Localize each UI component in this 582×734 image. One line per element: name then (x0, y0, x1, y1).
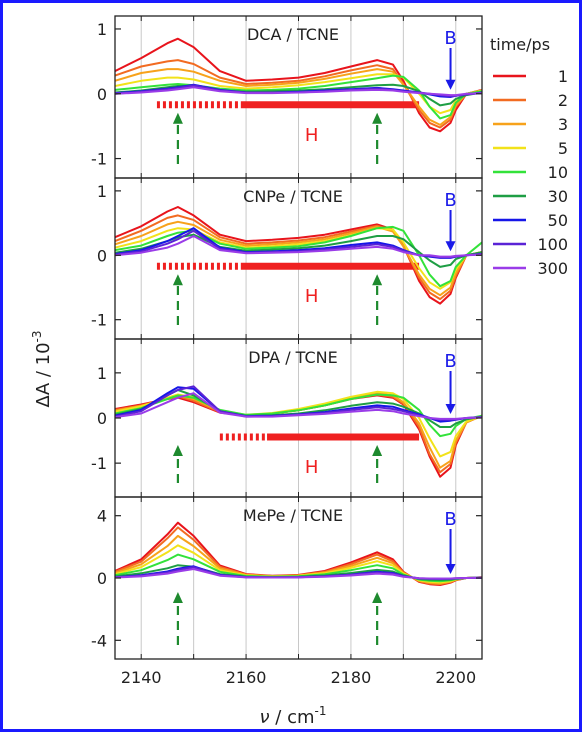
y-tick-label: -1 (91, 150, 107, 169)
panel-title: DCA / TCNE (247, 25, 339, 44)
green-arrow-head (172, 592, 183, 603)
y-tick-label: -4 (91, 631, 107, 650)
y-tick-label: -1 (91, 311, 107, 330)
y-tick-label: 0 (97, 569, 107, 588)
b-label: B (444, 190, 456, 211)
legend-label-1ps: 1 (558, 67, 568, 86)
panel-border (114, 496, 483, 660)
legend-group: time/ps 1 2 3 5 10 30 50 100 300 (490, 35, 568, 278)
y-tick-label: 1 (97, 20, 107, 39)
x-label-var: ν (260, 707, 270, 728)
panel-plot-area (115, 521, 482, 586)
b-arrow-head (445, 404, 456, 414)
x-axis-label: ν / cm-1 (260, 704, 327, 728)
x-tick-label: 2140 (121, 668, 162, 687)
green-arrow-head (372, 274, 383, 286)
green-arrow-head (372, 592, 383, 603)
legend-label-100ps: 100 (537, 235, 568, 254)
green-arrow-head (172, 112, 183, 124)
panel-title: CNPe / TCNE (243, 187, 343, 206)
y-axis-label: ΔA / 10-3 (30, 330, 54, 407)
series-line-300ps (115, 86, 482, 97)
x-label-exp: -1 (315, 704, 327, 718)
h-label: H (305, 286, 319, 307)
series-line-3ps (115, 68, 482, 126)
y-label-exp: -3 (30, 330, 44, 342)
series-line-300ps (115, 568, 482, 580)
series-line-1ps (115, 206, 482, 305)
b-arrow-head (445, 241, 456, 252)
panel-plot-area (115, 37, 482, 133)
h-label: H (305, 125, 319, 146)
legend-title: time/ps (490, 35, 550, 54)
series-line-10ps (115, 74, 482, 120)
b-arrow-head (445, 79, 456, 90)
y-tick-label: 0 (97, 246, 107, 265)
series-line-5ps (115, 73, 482, 115)
green-arrow-head (372, 444, 383, 456)
y-tick-label: 1 (97, 182, 107, 201)
series-line-2ps (115, 214, 482, 301)
series-line-300ps (115, 392, 482, 420)
y-tick-label: 0 (97, 85, 107, 104)
series-line-30ps (115, 389, 482, 428)
series-line-300ps (115, 235, 482, 258)
y-label-main: ΔA / 10 (33, 342, 54, 407)
b-label: B (444, 509, 456, 530)
x-label-unit: / cm (270, 707, 315, 728)
chart-svg: H B DCA / TCNE -1 0 1 H B CNPe / TCNE -1 0 1 H B DPA /… (30, 15, 568, 728)
panel-4: B MePe / TCNE -4 0 4 (91, 496, 483, 660)
x-tick-label: 2160 (226, 668, 267, 687)
y-tick-label: 1 (97, 364, 107, 383)
legend-label-2ps: 2 (558, 91, 568, 110)
y-tick-label: 4 (97, 507, 107, 526)
series-line-50ps (115, 386, 482, 423)
panel-1: H B DCA / TCNE -1 0 1 (91, 15, 483, 179)
panel-title: DPA / TCNE (248, 348, 338, 367)
series-line-3ps (115, 220, 482, 297)
series-line-10ps (115, 225, 482, 288)
series-line-2ps (115, 59, 482, 129)
b-arrow-head (445, 564, 456, 574)
panels-group: H B DCA / TCNE -1 0 1 H B CNPe / TCNE -1 0 1 H B DPA /… (91, 15, 483, 660)
panel-2: H B CNPe / TCNE -1 0 1 (91, 177, 483, 340)
legend-label-10ps: 10 (548, 163, 568, 182)
green-arrow-head (372, 112, 383, 124)
green-arrow-head (172, 274, 183, 286)
x-axis-group: 2140 2160 2180 2200 (121, 668, 476, 687)
legend-label-3ps: 3 (558, 115, 568, 134)
b-label: B (444, 351, 456, 372)
panel-title: MePe / TCNE (243, 506, 343, 525)
x-tick-label: 2180 (331, 668, 372, 687)
legend-label-50ps: 50 (548, 211, 568, 230)
legend-label-30ps: 30 (548, 187, 568, 206)
panel-plot-area (115, 385, 482, 478)
b-label: B (444, 28, 456, 49)
panel-plot-area (115, 206, 482, 305)
y-tick-label: -1 (91, 454, 107, 473)
x-tick-label: 2200 (435, 668, 476, 687)
h-label: H (305, 457, 319, 478)
green-arrow-head (172, 444, 183, 456)
panel-3: H B DPA / TCNE -1 0 1 (91, 338, 483, 498)
series-line-1ps (115, 37, 482, 133)
legend-label-300ps: 300 (537, 259, 568, 278)
y-tick-label: 0 (97, 409, 107, 428)
legend-label-5ps: 5 (558, 139, 568, 158)
